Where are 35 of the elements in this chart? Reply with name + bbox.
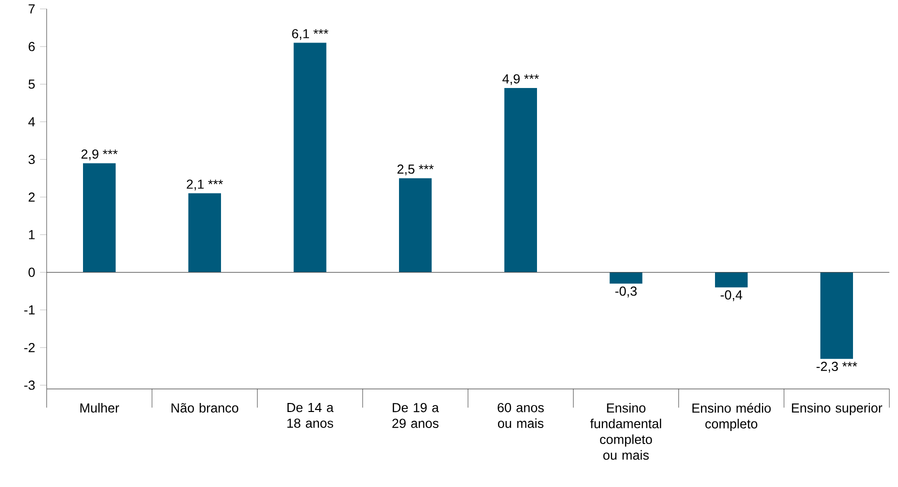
bar [610, 272, 642, 284]
x-tick-label: Ensino superior [792, 403, 882, 416]
bar [715, 272, 748, 288]
y-tick-label: 5 [28, 80, 35, 89]
data-label: -0,3 [615, 286, 637, 298]
y-tick-label: 4 [28, 117, 35, 126]
data-label: -0,4 [720, 290, 742, 302]
y-tick-label: 6 [28, 42, 35, 52]
bar [294, 42, 326, 272]
y-tick-label: 0 [28, 268, 35, 277]
data-label: 4,9 *** [502, 74, 539, 86]
y-tick-label: -3 [24, 380, 35, 390]
x-tick-label: Não branco [172, 403, 238, 413]
data-label: 2,9 *** [81, 150, 118, 160]
x-tick-label: Ensino médio completo [692, 403, 771, 432]
x-tick-label: Mulher [80, 403, 120, 413]
data-label: 2,1 *** [186, 180, 223, 190]
y-tick-label: 7 [28, 4, 35, 14]
y-tick-label: -1 [24, 305, 35, 314]
bar [399, 178, 432, 272]
data-label: 2,5 *** [397, 164, 434, 176]
y-tick-label: -2 [24, 343, 35, 352]
bar [188, 193, 222, 272]
bar [504, 88, 538, 272]
x-tick-label: De 19 a 29 anos [392, 403, 439, 428]
x-tick-label: Ensino fundamental completo ou mais [590, 403, 662, 460]
y-tick-label: 1 [29, 230, 35, 240]
data-label: 6,1 *** [292, 29, 328, 40]
data-label: -2,3 *** [816, 362, 858, 373]
y-tick-label: 2 [28, 192, 35, 202]
x-tick-label: 60 anos ou mais [498, 403, 544, 428]
bar [83, 163, 116, 272]
y-tick-label: 3 [28, 154, 35, 164]
x-tick-label: De 14 a 18 anos [287, 403, 334, 428]
bar [820, 272, 854, 359]
